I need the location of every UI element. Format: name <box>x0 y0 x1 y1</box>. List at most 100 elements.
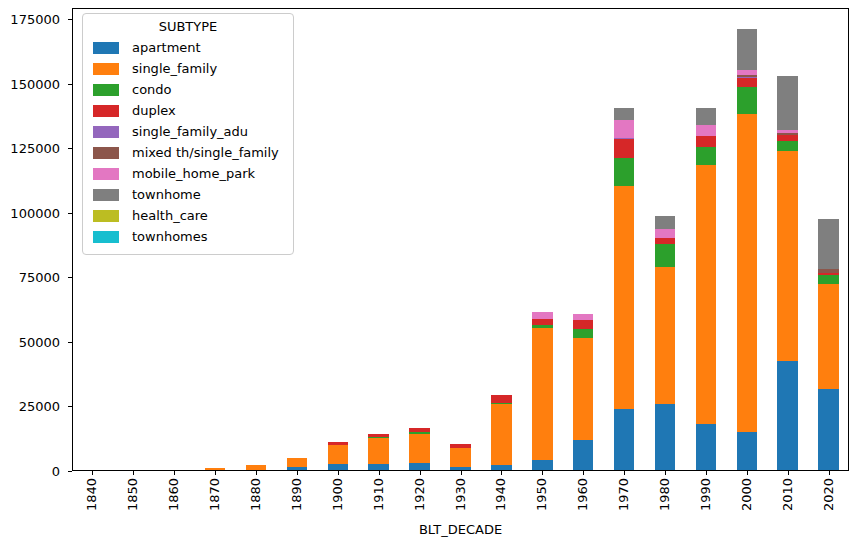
x-tick-mark <box>665 471 666 475</box>
bar-segment-mobile-home-park-2000 <box>737 70 757 75</box>
y-tick-mark <box>68 213 72 214</box>
y-tick-mark <box>68 277 72 278</box>
bar-segment-single-family-1890 <box>287 458 307 467</box>
legend-swatch-icon <box>93 42 119 54</box>
legend-label: mobile_home_park <box>132 166 255 181</box>
bar-segment-duplex-1910 <box>368 434 388 437</box>
legend-swatch-icon <box>93 84 119 96</box>
bar-segment-single-family-1880 <box>246 465 266 470</box>
x-tick-label: 1950 <box>534 478 549 511</box>
y-tick-label: 175000 <box>0 12 60 27</box>
x-tick-label: 1990 <box>698 478 713 511</box>
x-tick-mark <box>542 471 543 475</box>
y-tick-label: 0 <box>0 464 60 479</box>
legend-item-mobile-home-park: mobile_home_park <box>93 163 283 184</box>
x-tick-label: 1900 <box>330 478 345 511</box>
bar-segment-single-family-1870 <box>205 468 225 470</box>
x-tick-label: 2010 <box>780 478 795 511</box>
legend-item-single-family-adu: single_family_adu <box>93 121 283 142</box>
bar-segment-apartment-1890 <box>287 467 307 470</box>
y-tick-mark <box>68 471 72 472</box>
bar-segment-condo-1910 <box>368 437 388 438</box>
y-tick-label: 150000 <box>0 76 60 91</box>
legend-item-duplex: duplex <box>93 100 283 121</box>
y-tick-label: 100000 <box>0 205 60 220</box>
y-tick-mark <box>68 84 72 85</box>
legend-swatch-icon <box>93 231 119 243</box>
legend-swatch-icon <box>93 63 119 75</box>
legend-item-health-care: health_care <box>93 205 283 226</box>
bar-segment-single-family-1980 <box>655 267 675 404</box>
legend-item-mixed-th-single-family: mixed th/single_family <box>93 142 283 163</box>
bar-segment-single-family-adu-1970 <box>614 138 634 139</box>
bar-segment-single-family-1940 <box>491 404 511 466</box>
x-axis-label: BLT_DECADE <box>72 522 849 537</box>
legend-swatch-icon <box>93 189 119 201</box>
bar-segment-duplex-1960 <box>573 320 593 329</box>
bar-segment-duplex-1920 <box>409 428 429 432</box>
x-tick-label: 1940 <box>493 478 508 511</box>
bar-segment-single-family-1920 <box>409 434 429 463</box>
y-tick-label: 50000 <box>0 334 60 349</box>
legend: SUBTYPE apartmentsingle_familycondoduple… <box>82 13 294 255</box>
x-tick-label: 1980 <box>657 478 672 511</box>
legend-label: apartment <box>132 40 201 55</box>
bar-segment-mobile-home-park-1970 <box>614 120 634 138</box>
legend-item-condo: condo <box>93 79 283 100</box>
bar-segment-mixed-th-single-family-2010 <box>777 133 797 135</box>
bar-segment-apartment-1920 <box>409 463 429 470</box>
bar-segment-condo-1950 <box>532 325 552 327</box>
bar-segment-condo-2000 <box>737 87 757 115</box>
x-tick-mark <box>461 471 462 475</box>
bar-segment-apartment-1950 <box>532 460 552 470</box>
y-tick-mark <box>68 148 72 149</box>
x-tick-label: 1970 <box>616 478 631 511</box>
bar-segment-single-family-1990 <box>696 165 716 424</box>
bar-segment-condo-1990 <box>696 147 716 165</box>
legend-swatch-icon <box>93 147 119 159</box>
bar-segment-apartment-1930 <box>450 467 470 470</box>
x-tick-label: 1870 <box>207 478 222 511</box>
bar-segment-apartment-1900 <box>328 464 348 470</box>
bar-segment-condo-1960 <box>573 329 593 337</box>
y-tick-label: 25000 <box>0 399 60 414</box>
bar-segment-condo-1940 <box>491 403 511 404</box>
bar-segment-duplex-2020 <box>818 273 838 275</box>
bar-segment-townhome-2010 <box>777 76 797 130</box>
legend-label: townhomes <box>132 229 208 244</box>
legend-label: health_care <box>132 208 208 223</box>
legend-label: single_family_adu <box>132 124 248 139</box>
x-tick-mark <box>379 471 380 475</box>
bar-segment-single-family-1910 <box>368 438 388 464</box>
x-tick-label: 2020 <box>821 478 836 511</box>
legend-swatch-icon <box>93 168 119 180</box>
bar-segment-townhome-1990 <box>696 108 716 125</box>
bar-segment-mobile-home-park-2010 <box>777 130 797 132</box>
x-tick-label: 1850 <box>125 478 140 511</box>
bar-segment-condo-1920 <box>409 432 429 435</box>
bar-segment-single-family-2020 <box>818 284 838 389</box>
x-tick-label: 1930 <box>453 478 468 511</box>
bar-segment-duplex-1940 <box>491 395 511 402</box>
x-tick-mark <box>133 471 134 475</box>
bar-segment-apartment-1970 <box>614 409 634 470</box>
bar-segment-single-family-1950 <box>532 328 552 461</box>
bar-segment-townhome-2000 <box>737 29 757 70</box>
x-tick-label: 1840 <box>84 478 99 511</box>
x-tick-mark <box>256 471 257 475</box>
legend-label: single_family <box>132 61 217 76</box>
bar-segment-apartment-2010 <box>777 361 797 470</box>
bar-segment-apartment-2020 <box>818 389 838 470</box>
x-tick-mark <box>624 471 625 475</box>
bar-segment-mobile-home-park-1990 <box>696 125 716 136</box>
bar-segment-duplex-1900 <box>328 442 348 445</box>
bar-segment-single-family-2010 <box>777 151 797 361</box>
bar-segment-duplex-2000 <box>737 78 757 87</box>
x-tick-label: 2000 <box>739 478 754 511</box>
bar-segment-apartment-1910 <box>368 464 388 470</box>
x-tick-mark <box>747 471 748 475</box>
bar-segment-mobile-home-park-1960 <box>573 314 593 320</box>
bar-segment-mixed-th-single-family-2000 <box>737 75 757 76</box>
bar-segment-condo-2010 <box>777 141 797 150</box>
legend-item-apartment: apartment <box>93 37 283 58</box>
